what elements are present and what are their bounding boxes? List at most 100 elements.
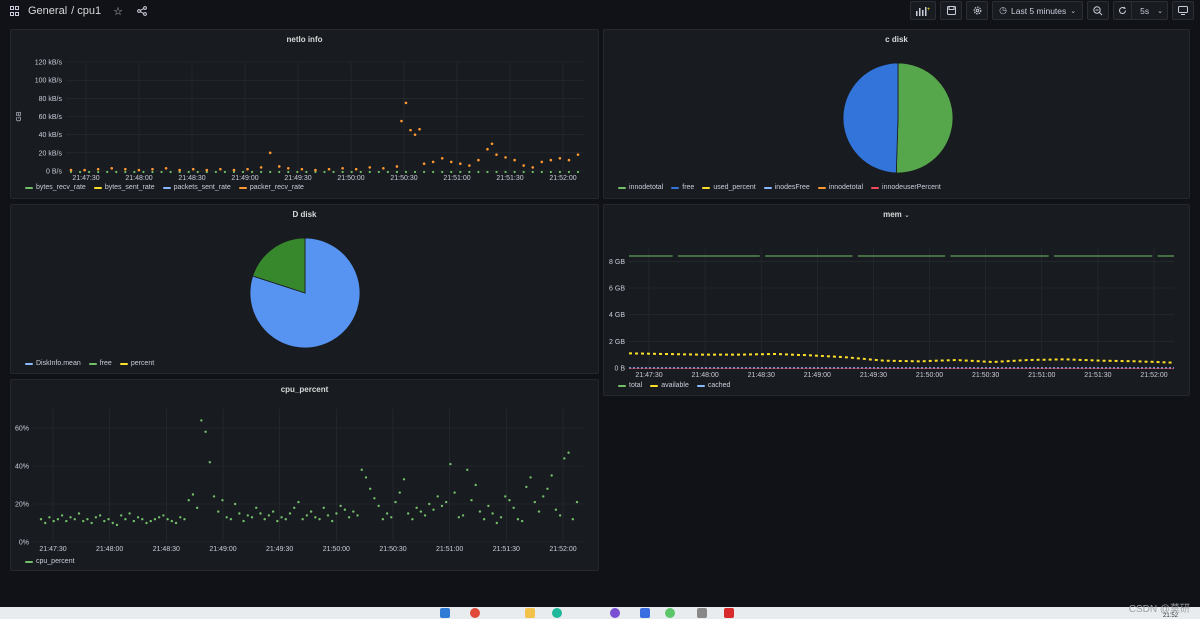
- clock-icon: ◷: [999, 5, 1007, 15]
- legend-item[interactable]: innodetotal: [817, 184, 863, 191]
- x-tick-label: 21:48:30: [178, 175, 205, 182]
- legend-item[interactable]: cpu_percent: [25, 558, 75, 565]
- mem-title[interactable]: mem: [883, 210, 902, 219]
- point-cpu-percent: [537, 510, 541, 513]
- star-icon[interactable]: ☆: [113, 5, 124, 18]
- chevron-down-icon: ⌄: [904, 212, 910, 219]
- legend-item[interactable]: bytes_sent_rate: [93, 184, 155, 191]
- point-cpu-percent: [419, 510, 423, 513]
- legend-item[interactable]: free: [671, 184, 694, 191]
- panel-title[interactable]: mem ⌄: [604, 210, 1189, 219]
- legend-item[interactable]: packets_sent_rate: [162, 184, 231, 191]
- point-cpu-percent: [449, 462, 452, 466]
- point-cpu-percent: [508, 499, 511, 502]
- point-cpu-percent: [457, 516, 461, 519]
- y-tick-label: 20%: [15, 502, 29, 509]
- chrome-icon[interactable]: [470, 608, 480, 618]
- refresh-interval[interactable]: 5s: [1140, 5, 1150, 16]
- point-packer-recv: [327, 167, 331, 171]
- legend-item[interactable]: available: [650, 382, 689, 389]
- legend-item[interactable]: used_percent: [702, 184, 756, 191]
- legend-item[interactable]: cached: [696, 382, 730, 389]
- app-icon[interactable]: [640, 608, 650, 618]
- cpu-panel[interactable]: cpu_percent 0% 20% 40% 60% 21:47:30 21:48:00 2…: [10, 379, 599, 571]
- x-tick-label: 21:47:30: [39, 546, 66, 553]
- dashboards-grid-icon[interactable]: [10, 6, 20, 16]
- app-icon[interactable]: [697, 608, 707, 618]
- panel-title[interactable]: D disk: [292, 210, 317, 219]
- legend-item[interactable]: DiskInfo.mean: [25, 360, 81, 367]
- legend-item[interactable]: total: [618, 382, 642, 389]
- y-tick-label: 0 B: [614, 366, 625, 373]
- settings-button[interactable]: [966, 1, 989, 20]
- panel-title[interactable]: netIo info: [286, 35, 323, 44]
- legend-item[interactable]: innodeuserPercent: [871, 184, 941, 191]
- y-tick-label: 40%: [15, 464, 29, 471]
- panel-title[interactable]: cpu_percent: [280, 385, 329, 394]
- x-tick-label: 21:49:00: [231, 175, 258, 182]
- point-cpu-percent: [162, 514, 165, 517]
- breadcrumb-dashboard[interactable]: / cpu1: [71, 5, 102, 17]
- explorer-icon[interactable]: [525, 608, 535, 618]
- point-cpu-percent: [571, 518, 574, 521]
- y-tick-label: 40 kB/s: [39, 132, 63, 139]
- point-cpu-percent: [149, 519, 152, 523]
- time-range-picker[interactable]: ◷ Last 5 minutes ⌄: [992, 1, 1084, 20]
- tv-mode-button[interactable]: [1172, 1, 1194, 20]
- point-packer-recv: [522, 164, 525, 167]
- point-bytes-recv: [260, 170, 263, 174]
- point-bytes-recv: [522, 170, 525, 174]
- ddisk-panel[interactable]: D disk DiskInfo.mean free percent: [10, 204, 599, 374]
- breadcrumb-folder[interactable]: General: [28, 5, 68, 17]
- mem-legend: total available cached: [618, 382, 730, 389]
- zoom-out-button[interactable]: [1087, 1, 1110, 20]
- point-bytes-recv: [404, 170, 408, 174]
- x-tick-label: 21:49:30: [266, 546, 293, 553]
- point-packer-recv: [354, 167, 358, 171]
- add-panel-button[interactable]: +: [910, 1, 937, 20]
- add-panel-icon: +: [916, 6, 930, 16]
- point-packer-recv: [124, 167, 127, 171]
- point-bytes-recv: [332, 170, 335, 174]
- point-cpu-percent: [191, 493, 195, 496]
- mem-panel[interactable]: mem ⌄ 0 B 2 GB 4 GB 6 GB 8 GB 21:47:30 21:48:0…: [603, 204, 1190, 396]
- windows-start-icon[interactable]: [440, 608, 450, 618]
- point-bytes-recv: [531, 170, 534, 174]
- axes: 0 B 2 GB 4 GB 6 GB 8 GB 21:47:30 21:48:00 21:48…: [609, 248, 1174, 379]
- point-bytes-recv: [314, 170, 317, 174]
- netio-panel[interactable]: netIo info 0 B/s 20 kB/s 40 kB/s 60 kB/s 80 …: [10, 29, 599, 199]
- point-cpu-percent: [305, 514, 309, 517]
- save-icon: [946, 6, 956, 15]
- legend-item[interactable]: packer_recv_rate: [238, 184, 304, 191]
- app-icon[interactable]: [665, 608, 675, 618]
- save-dashboard-button[interactable]: [940, 1, 963, 20]
- legend-label: DiskInfo.mean: [36, 360, 81, 367]
- point-packer-recv: [495, 153, 498, 156]
- point-cpu-percent: [153, 518, 157, 521]
- legend-item[interactable]: inodesFree: [763, 184, 810, 191]
- panel-title[interactable]: c disk: [885, 35, 908, 44]
- point-cpu-percent: [394, 500, 397, 504]
- app-icon[interactable]: [610, 608, 620, 618]
- refresh-button[interactable]: [1114, 2, 1133, 19]
- point-bytes-recv: [549, 170, 552, 174]
- point-cpu-percent: [466, 468, 469, 471]
- legend-item[interactable]: innodetotal: [618, 184, 663, 191]
- legend-swatch: [871, 186, 880, 189]
- legend-item[interactable]: bytes_recv_rate: [25, 184, 86, 191]
- point-bytes-recv: [350, 170, 353, 174]
- point-bytes-recv: [187, 170, 190, 174]
- point-cpu-percent: [246, 514, 250, 517]
- refresh-picker[interactable]: 5s ⌄: [1113, 1, 1168, 20]
- axes: 0% 20% 40% 60% 21:47:30 21:48:00 21:48:30 21:49…: [15, 409, 583, 553]
- share-icon[interactable]: [135, 4, 149, 18]
- legend-item[interactable]: percent: [119, 360, 154, 367]
- edge-icon[interactable]: [552, 608, 562, 618]
- point-bytes-recv: [432, 170, 435, 174]
- cpu-chart: 0% 20% 40% 60% 21:47:30 21:48:00 21:48:30 21:49…: [15, 409, 583, 553]
- point-cpu-percent: [322, 506, 325, 509]
- legend-item[interactable]: free: [88, 360, 112, 367]
- app-icon[interactable]: [724, 608, 734, 618]
- legend-label: packets_sent_rate: [173, 184, 231, 191]
- cdisk-panel[interactable]: c disk innodetotal free used_percent inodes…: [603, 29, 1190, 199]
